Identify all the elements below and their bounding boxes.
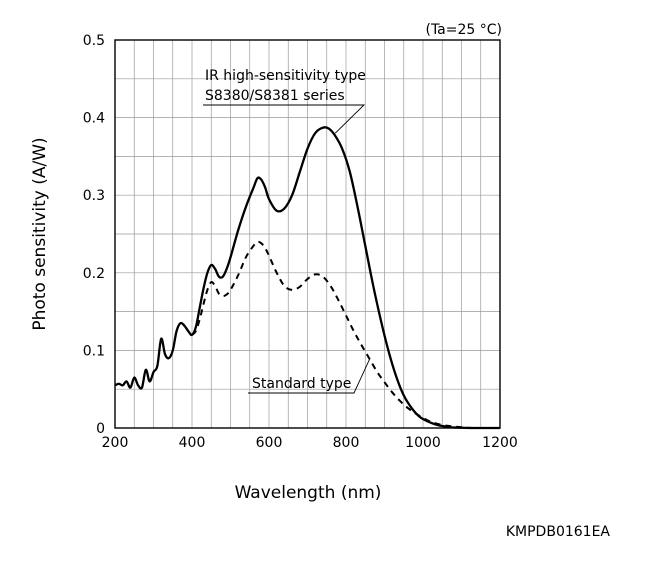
series-label-ir-line: IR high-sensitivity type — [205, 68, 366, 84]
series-line-ir-high-sensitivity — [114, 126, 500, 430]
y-tick-label: 0 — [96, 421, 105, 437]
y-axis-label: Photo sensitivity (A/W) — [30, 137, 50, 330]
y-tick-label: 0.3 — [83, 188, 105, 204]
series-label-ir-line: S8380/S8381 series — [205, 88, 345, 104]
x-tick-label: 400 — [179, 435, 206, 451]
x-tick-labels: 200 400 600 800 1000 1200 — [102, 435, 518, 451]
y-tick-label: 0.1 — [83, 343, 105, 359]
series-line-standard — [191, 240, 470, 429]
y-tick-label: 0.5 — [83, 33, 105, 49]
series-label-ir-leader — [203, 104, 366, 134]
y-tick-label: 0.4 — [83, 111, 105, 127]
x-tick-label: 600 — [256, 435, 283, 451]
x-axis-label: Wavelength (nm) — [235, 483, 382, 503]
condition-label: (Ta=25 °C) — [425, 22, 502, 38]
x-tick-label: 1200 — [482, 435, 518, 451]
plot-frame — [114, 39, 501, 429]
series-labels: IR high-sensitivity type S8380/S8381 seri… — [203, 68, 371, 394]
series-layer — [114, 126, 500, 430]
x-tick-label: 1000 — [405, 435, 441, 451]
y-tick-label: 0.2 — [83, 266, 105, 282]
x-tick-label: 800 — [333, 435, 360, 451]
x-tick-label: 200 — [102, 435, 129, 451]
series-label-standard-leader — [248, 358, 371, 394]
document-code: KMPDB0161EA — [506, 524, 611, 540]
series-label-standard: Standard type — [252, 376, 351, 392]
y-tick-labels: 0 0.1 0.2 0.3 0.4 0.5 — [83, 33, 105, 437]
